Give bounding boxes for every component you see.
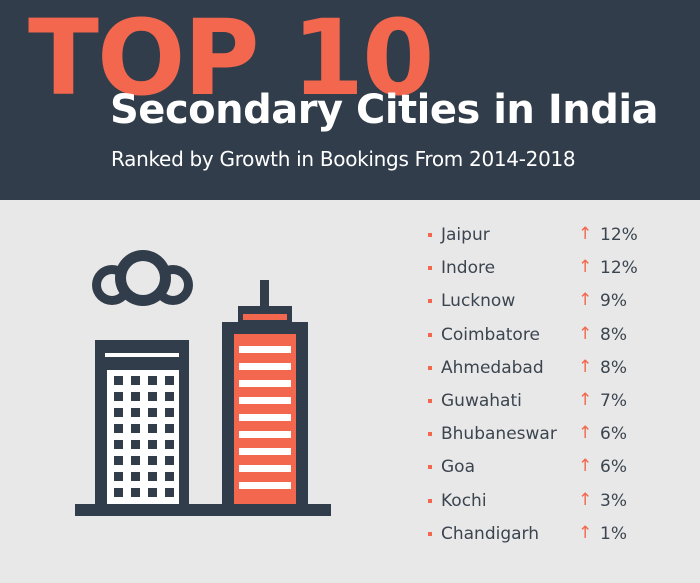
city-name: Coimbatore (441, 324, 540, 345)
list-item: Bhubaneswar ↑ 6% (428, 419, 688, 452)
city-name: Chandigarh (441, 523, 540, 544)
list-item: Guwahati ↑ 7% (428, 386, 688, 419)
skyscraper-icon (222, 280, 308, 505)
growth-value: 6% (600, 457, 627, 478)
growth-value: 7% (600, 390, 627, 411)
list-item: Goa ↑ 6% (428, 452, 688, 485)
bullet-icon (428, 398, 432, 403)
growth-value: 9% (600, 291, 627, 312)
arrow-up-icon: ↑ (578, 323, 593, 344)
list-item: Kochi ↑ 3% (428, 486, 688, 519)
growth-value: 12% (600, 258, 638, 279)
city-name: Ahmedabad (441, 357, 544, 378)
city-name: Indore (441, 258, 496, 279)
bullet-icon (428, 498, 432, 503)
growth-value: 12% (600, 225, 638, 245)
page-subtitle: Ranked by Growth in Bookings From 2014-2… (111, 147, 576, 171)
list-item: Indore ↑ 12% (428, 253, 688, 286)
buildings-and-clouds-icon (75, 250, 331, 516)
arrow-up-icon: ↑ (578, 423, 593, 444)
city-name: Goa (441, 457, 475, 478)
city-name: Jaipur (441, 225, 490, 245)
arrow-up-icon: ↑ (578, 224, 593, 244)
growth-value: 8% (600, 324, 627, 345)
bullet-icon (428, 332, 432, 337)
arrow-up-icon: ↑ (578, 522, 593, 543)
growth-value: 8% (600, 357, 627, 378)
bullet-icon (428, 365, 432, 370)
arrow-up-icon: ↑ (578, 257, 593, 278)
list-item: Chandigarh ↑ 1% (428, 519, 688, 552)
city-name: Bhubaneswar (441, 424, 557, 445)
city-name: Kochi (441, 490, 487, 511)
arrow-up-icon: ↑ (578, 456, 593, 477)
office-building-icon (95, 340, 189, 505)
page-title: Secondary Cities in India (110, 87, 659, 133)
city-name: Lucknow (441, 291, 516, 312)
ground-line (75, 504, 331, 516)
bullet-icon (428, 233, 432, 237)
bullet-icon (428, 531, 432, 536)
cloud-icon (92, 250, 193, 306)
growth-value: 3% (600, 490, 627, 511)
list-item: Ahmedabad ↑ 8% (428, 353, 688, 386)
city-name: Guwahati (441, 390, 522, 411)
list-item: Jaipur ↑ 12% (428, 220, 688, 253)
top-ten-heading: TOP 10 (28, 0, 435, 119)
city-ranking-list: Jaipur ↑ 12% Indore ↑ 12% Lucknow ↑ 9% C… (428, 220, 688, 552)
arrow-up-icon: ↑ (578, 356, 593, 377)
header-banner: TOP 10 Secondary Cities in India Ranked … (0, 0, 700, 200)
growth-value: 6% (600, 424, 627, 445)
bullet-icon (428, 465, 432, 470)
arrow-up-icon: ↑ (578, 489, 593, 510)
list-item: Lucknow ↑ 9% (428, 286, 688, 319)
bullet-icon (428, 432, 432, 437)
bullet-icon (428, 266, 432, 271)
arrow-up-icon: ↑ (578, 290, 593, 311)
bullet-icon (428, 299, 432, 304)
growth-value: 1% (600, 523, 627, 544)
list-item: Coimbatore ↑ 8% (428, 320, 688, 353)
arrow-up-icon: ↑ (578, 389, 593, 410)
